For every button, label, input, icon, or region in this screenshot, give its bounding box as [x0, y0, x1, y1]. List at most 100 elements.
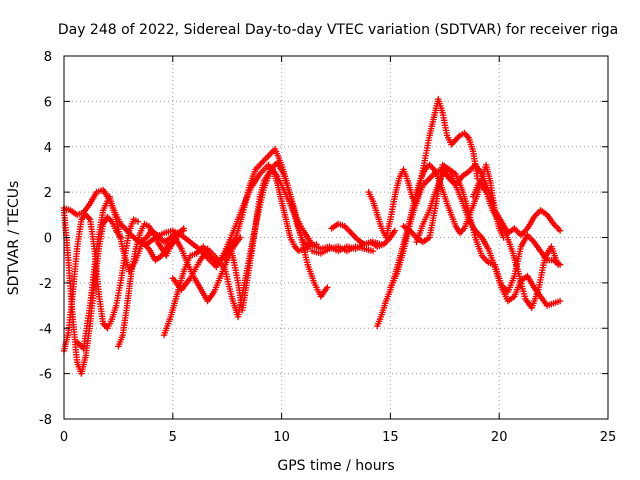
- series-pass-9: [221, 166, 311, 314]
- data-point: [101, 188, 105, 192]
- data-point: [215, 256, 218, 260]
- data-point: [302, 229, 305, 232]
- series-pass-17: [469, 177, 562, 311]
- data-point: [136, 220, 140, 223]
- data-point: [419, 177, 423, 180]
- data-point: [382, 243, 386, 246]
- data-point: [223, 258, 227, 262]
- data-point: [532, 286, 536, 289]
- data-point: [408, 222, 412, 226]
- data-point: [454, 184, 457, 187]
- data-point: [526, 227, 529, 230]
- data-point: [249, 254, 253, 257]
- data-point: [273, 147, 277, 151]
- data-point: [415, 240, 418, 244]
- data-point: [306, 263, 309, 266]
- data-point: [282, 172, 285, 176]
- series-pass-14: [387, 161, 564, 291]
- data-point: [380, 313, 383, 316]
- data-point: [130, 270, 133, 273]
- data-point: [245, 281, 248, 285]
- data-point: [110, 317, 114, 321]
- data-point: [219, 274, 222, 278]
- y-tick-label: 2: [44, 186, 52, 201]
- data-point: [421, 184, 425, 187]
- data-point: [517, 272, 520, 275]
- data-point: [84, 213, 87, 217]
- data-point: [319, 252, 322, 255]
- data-point: [345, 249, 349, 253]
- data-point: [330, 227, 333, 230]
- data-point: [180, 288, 183, 291]
- data-point: [454, 138, 457, 142]
- data-point: [471, 150, 475, 153]
- data-point: [284, 218, 288, 221]
- data-point: [206, 247, 209, 251]
- data-point: [180, 247, 183, 251]
- data-point: [504, 231, 507, 235]
- data-point: [384, 299, 388, 303]
- data-point: [550, 245, 553, 248]
- data-point: [143, 222, 146, 226]
- y-tick-label: -6: [39, 368, 52, 383]
- data-point: [402, 224, 405, 228]
- data-point: [284, 193, 288, 196]
- y-tick-label: 0: [44, 232, 52, 247]
- data-point: [260, 161, 264, 164]
- data-point: [206, 299, 209, 303]
- data-point: [450, 213, 453, 217]
- data-point: [239, 236, 242, 239]
- data-point: [350, 231, 353, 235]
- data-point: [502, 236, 505, 239]
- data-point: [319, 247, 322, 251]
- data-point: [289, 236, 292, 239]
- data-point: [363, 247, 366, 251]
- data-point: [437, 97, 440, 101]
- data-point: [487, 261, 490, 264]
- data-point: [175, 293, 179, 296]
- data-point: [539, 295, 542, 298]
- data-point: [125, 304, 129, 307]
- data-point: [293, 245, 296, 248]
- data-point: [519, 234, 523, 237]
- data-point: [302, 247, 305, 251]
- data-point: [543, 256, 547, 260]
- data-point: [461, 175, 464, 178]
- data-point: [121, 333, 124, 337]
- data-point: [67, 331, 70, 334]
- data-point: [121, 247, 124, 251]
- grid-lines: [64, 56, 608, 419]
- y-tick-label: 4: [44, 141, 52, 156]
- data-point: [336, 249, 340, 253]
- data-point: [552, 222, 555, 226]
- data-point: [180, 234, 183, 237]
- data-point: [556, 263, 560, 266]
- data-point: [241, 308, 244, 312]
- data-point: [95, 190, 98, 194]
- data-point: [162, 240, 166, 244]
- data-point: [428, 236, 431, 239]
- data-point: [258, 172, 262, 176]
- data-point: [458, 231, 462, 235]
- data-point: [434, 188, 438, 192]
- data-point: [389, 218, 392, 221]
- data-point: [75, 340, 79, 344]
- data-point: [376, 324, 379, 328]
- data-point: [491, 209, 494, 212]
- data-point: [389, 236, 392, 239]
- data-point: [415, 200, 418, 203]
- data-point: [230, 295, 233, 298]
- data-point: [363, 243, 366, 246]
- data-point: [402, 168, 405, 171]
- data-point: [467, 211, 470, 214]
- data-point: [371, 249, 375, 253]
- data-point: [169, 245, 172, 248]
- data-point: [428, 134, 431, 137]
- data-point: [249, 186, 253, 189]
- data-point: [132, 236, 135, 239]
- data-point: [441, 188, 444, 192]
- data-point: [258, 195, 262, 198]
- series-pass-11: [328, 220, 398, 250]
- data-point: [276, 161, 279, 164]
- data-point: [215, 265, 218, 269]
